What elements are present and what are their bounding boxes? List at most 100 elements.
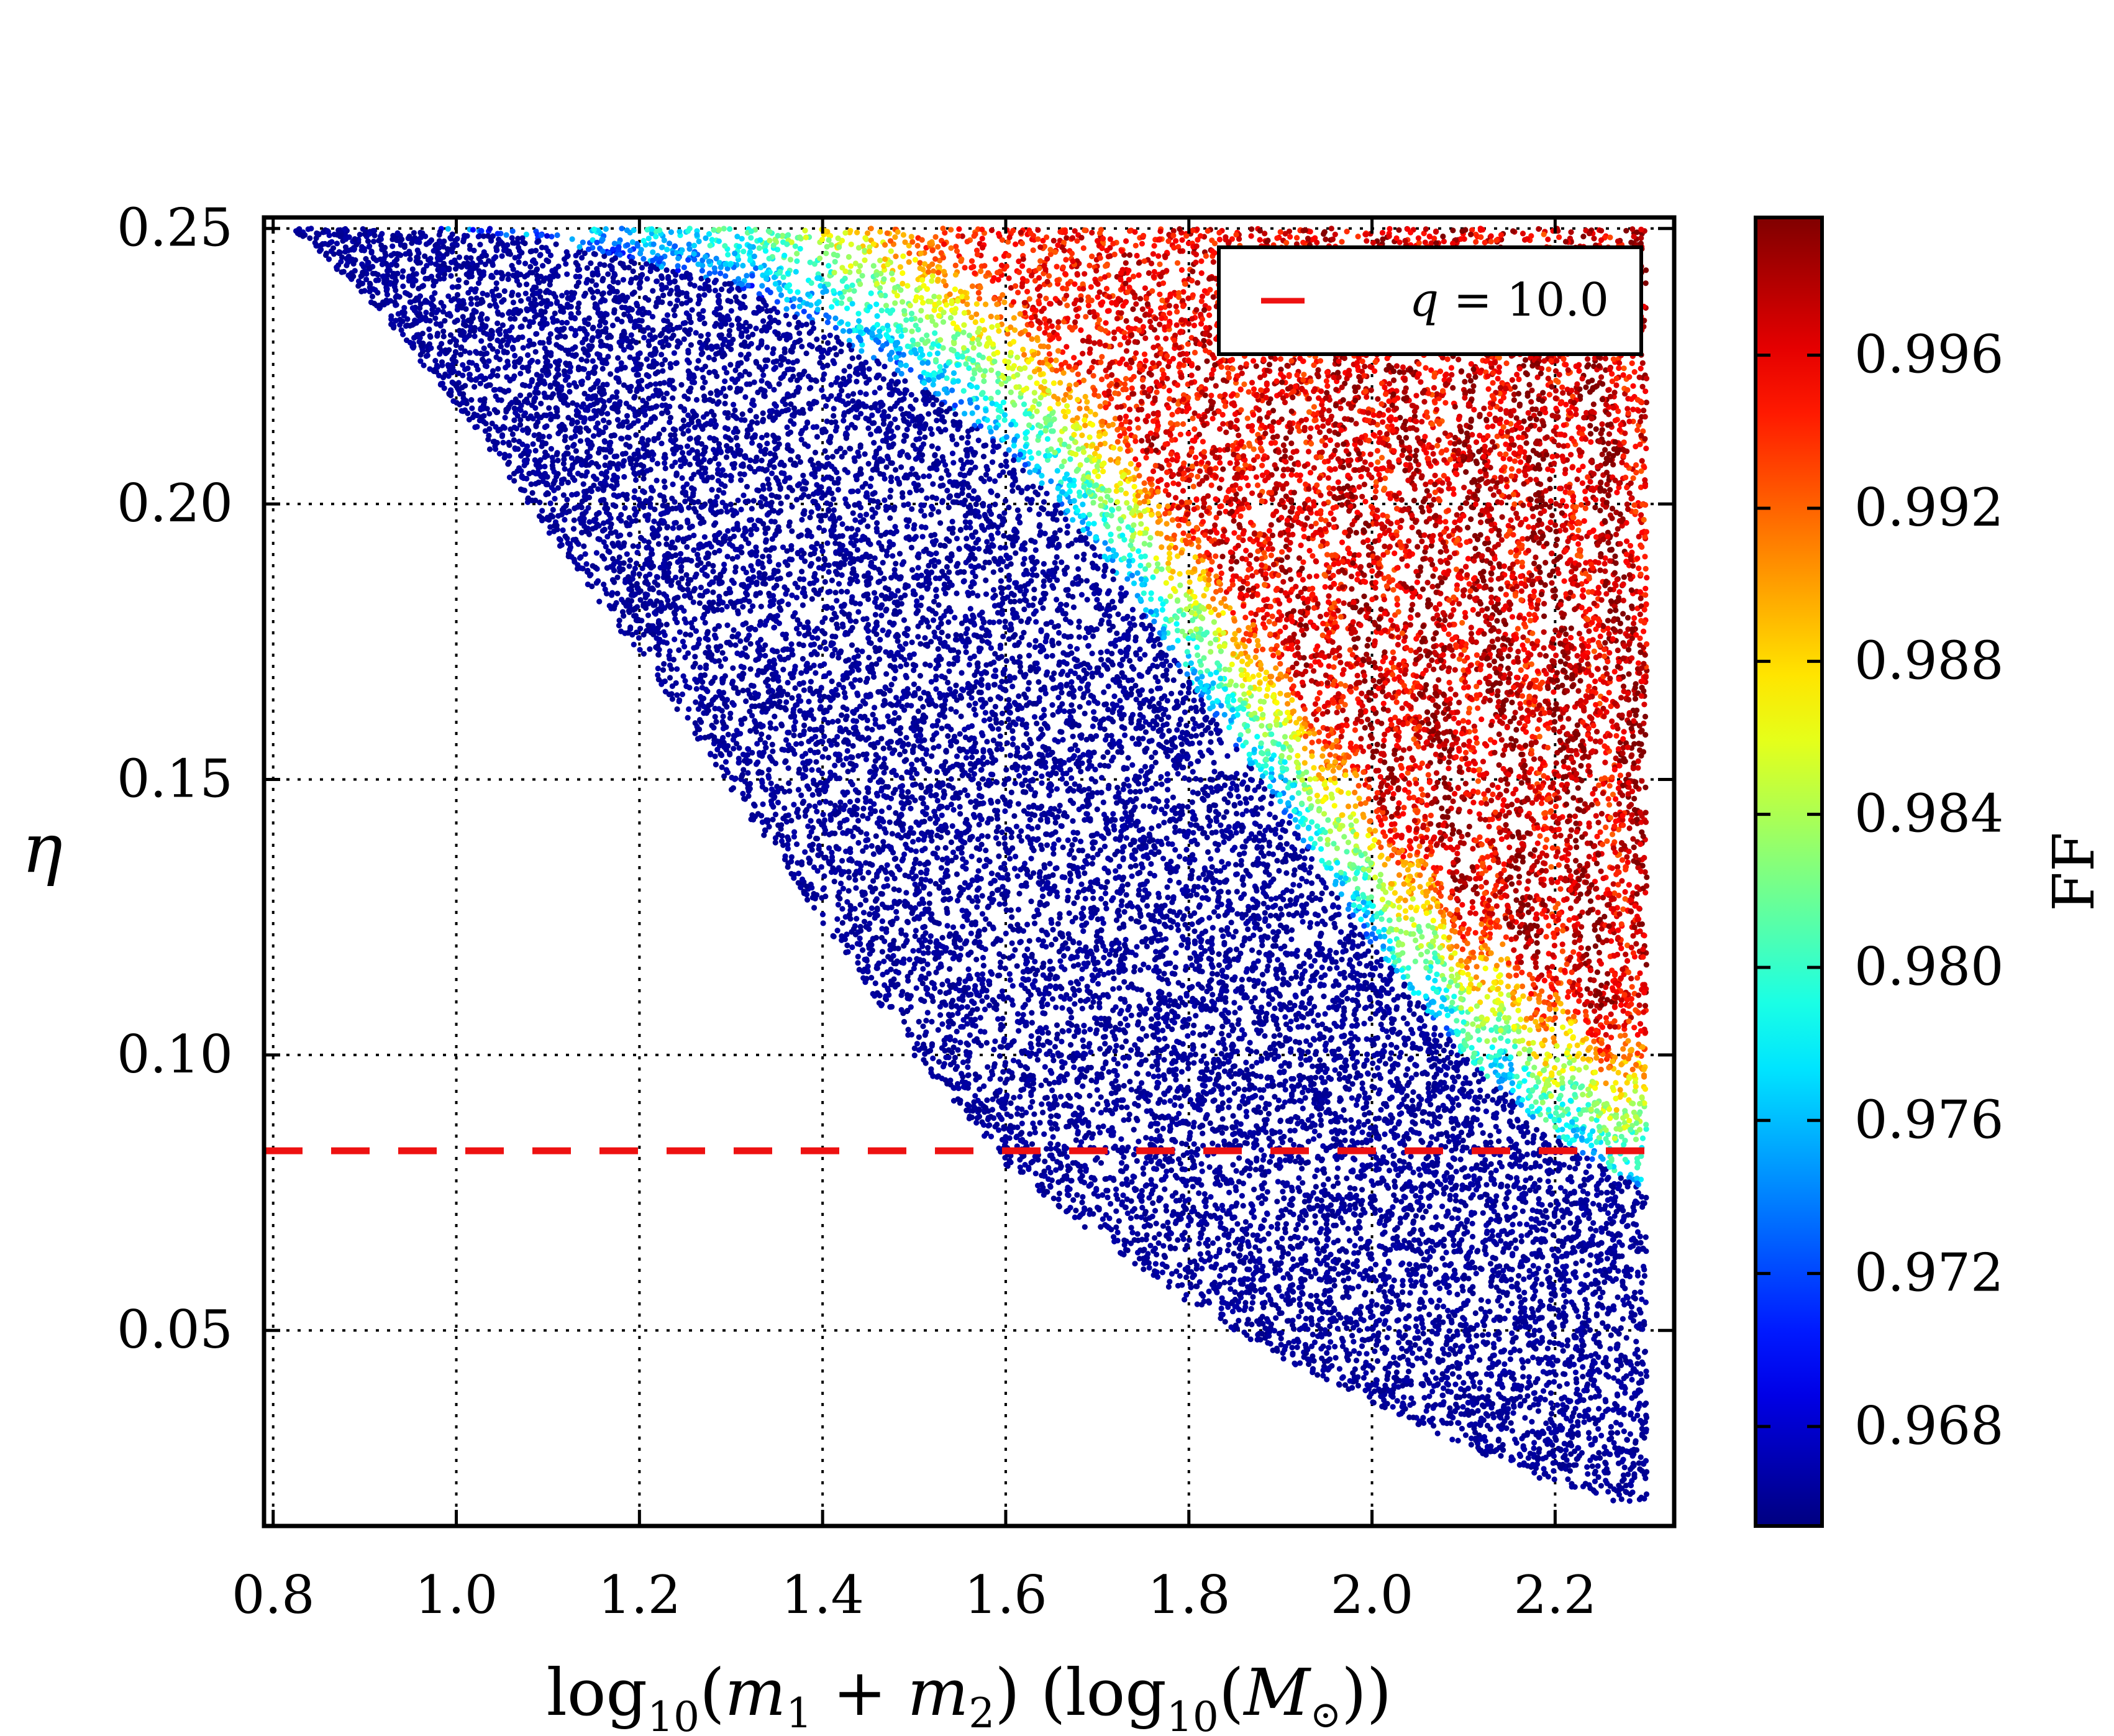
data-point: [1351, 1339, 1356, 1345]
data-point: [1386, 1325, 1392, 1331]
data-point: [1031, 1112, 1037, 1117]
data-point: [1234, 1168, 1239, 1174]
data-point: [1026, 653, 1032, 659]
data-point: [500, 440, 506, 445]
data-point: [1219, 554, 1225, 559]
data-point: [1031, 247, 1036, 253]
data-point: [1616, 595, 1621, 600]
data-point: [1141, 1266, 1146, 1272]
data-point: [1099, 354, 1105, 360]
data-point: [1180, 421, 1186, 427]
data-point: [1167, 663, 1173, 669]
data-point: [306, 226, 311, 232]
data-point: [533, 448, 539, 454]
data-point: [1135, 1022, 1141, 1028]
data-point: [1587, 1458, 1593, 1463]
data-point: [1553, 652, 1559, 658]
data-point: [1064, 403, 1070, 409]
data-point: [1281, 467, 1287, 472]
data-point: [819, 387, 824, 393]
data-point: [1372, 1073, 1377, 1079]
data-point: [497, 451, 503, 457]
data-point: [980, 911, 985, 916]
data-point: [1052, 1044, 1058, 1049]
data-point: [978, 1015, 983, 1020]
data-point: [716, 594, 722, 600]
data-point: [880, 560, 886, 565]
data-point: [1114, 849, 1120, 854]
data-point: [1170, 517, 1175, 523]
data-point: [1588, 898, 1593, 904]
data-point: [1438, 1033, 1444, 1038]
data-point: [1324, 383, 1330, 389]
data-point: [1588, 431, 1593, 437]
data-point: [581, 482, 586, 487]
data-point: [1642, 785, 1648, 790]
data-point: [1569, 827, 1574, 833]
data-point: [987, 716, 993, 722]
data-point: [1016, 907, 1021, 912]
data-point: [991, 587, 996, 593]
data-point: [1454, 944, 1459, 949]
data-point: [1521, 1276, 1526, 1282]
data-point: [1451, 716, 1457, 721]
data-point: [905, 1032, 911, 1038]
data-point: [681, 336, 687, 342]
data-point: [848, 618, 854, 624]
data-point: [1463, 469, 1469, 475]
data-point: [1570, 795, 1576, 801]
data-point: [1283, 870, 1289, 876]
data-point: [1036, 450, 1041, 456]
data-point: [1524, 1140, 1530, 1145]
data-point: [801, 723, 807, 728]
data-point: [1079, 592, 1085, 598]
data-point: [1223, 429, 1229, 435]
data-point: [1615, 1294, 1621, 1300]
data-point: [650, 288, 655, 294]
data-point: [595, 400, 600, 405]
data-point: [1293, 1227, 1299, 1232]
data-point: [1314, 424, 1320, 430]
data-point: [1557, 1383, 1562, 1389]
data-point: [1441, 1048, 1447, 1053]
data-point: [759, 731, 764, 737]
data-point: [1471, 407, 1477, 413]
data-point: [1064, 780, 1069, 786]
data-point: [968, 931, 974, 936]
data-point: [1546, 923, 1551, 928]
data-point: [1054, 554, 1060, 560]
data-point: [764, 441, 770, 446]
data-point: [1314, 823, 1320, 829]
data-point: [930, 737, 936, 742]
data-point: [850, 301, 855, 306]
data-point: [1484, 1038, 1490, 1044]
data-point: [1103, 906, 1109, 911]
data-point: [1281, 442, 1287, 448]
data-point: [1039, 780, 1044, 786]
data-point: [1439, 1224, 1445, 1230]
data-point: [1059, 776, 1065, 782]
data-point: [1247, 552, 1253, 558]
data-point: [1549, 1246, 1555, 1252]
data-point: [1133, 350, 1139, 356]
data-point: [1231, 530, 1237, 536]
data-point: [892, 416, 898, 422]
data-point: [1516, 720, 1522, 726]
data-point: [1167, 878, 1173, 884]
data-point: [816, 525, 822, 531]
data-point: [1014, 963, 1020, 969]
data-point: [986, 1122, 992, 1128]
data-point: [1201, 1043, 1206, 1049]
data-point: [1474, 838, 1479, 844]
data-point: [1597, 652, 1603, 658]
data-point: [1161, 1057, 1167, 1062]
data-point: [1163, 336, 1169, 341]
data-point: [841, 328, 846, 334]
data-point: [1565, 1476, 1570, 1482]
data-point: [1057, 380, 1063, 386]
data-point: [742, 796, 748, 802]
data-point: [1214, 847, 1220, 853]
data-point: [615, 417, 621, 423]
data-point: [1191, 322, 1197, 328]
data-point: [1551, 1232, 1556, 1238]
